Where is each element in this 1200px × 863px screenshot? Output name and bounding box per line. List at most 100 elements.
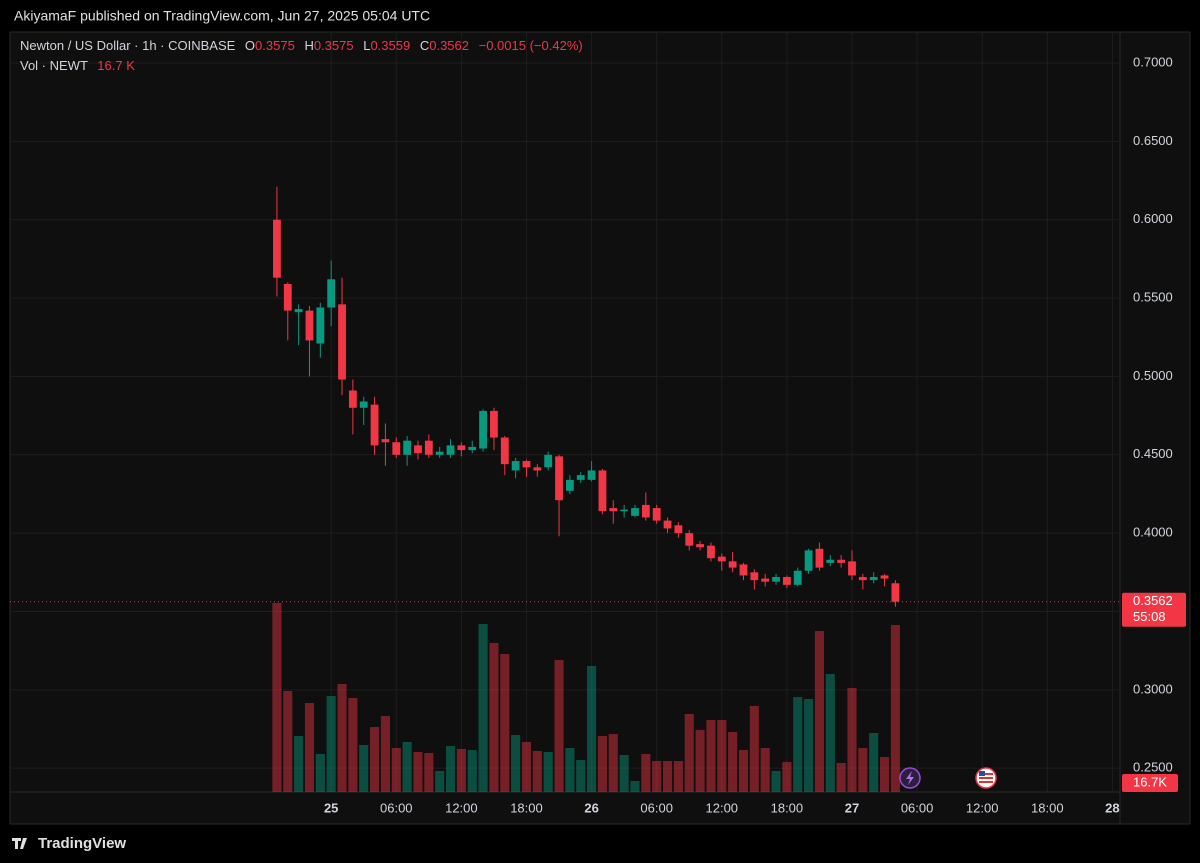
- candle-body: [685, 533, 694, 546]
- candle-body: [707, 545, 715, 559]
- candle-body: [403, 440, 412, 455]
- chart-panel: [9, 31, 1191, 825]
- volume-bar: [673, 761, 683, 792]
- y-tick-label: 0.5000: [1133, 368, 1173, 383]
- volume-bar: [500, 654, 510, 792]
- candle-body: [565, 479, 574, 491]
- candle-body: [815, 548, 824, 568]
- candle-body: [674, 525, 683, 534]
- high-label: H: [304, 38, 313, 53]
- volume-bar: [489, 643, 499, 792]
- volume-bar: [294, 736, 304, 792]
- volume-bar: [782, 762, 792, 792]
- candle-body: [348, 390, 357, 408]
- candle-body: [555, 456, 563, 501]
- volume-bar: [630, 781, 640, 792]
- candle-body: [641, 504, 650, 518]
- candle-body: [728, 561, 737, 568]
- last-volume-label: 16.7K: [1133, 774, 1167, 789]
- change: −0.0015 (−0.42%): [479, 38, 583, 53]
- title: Newton / US Dollar · 1h · COINBASE: [20, 38, 236, 53]
- volume-bar: [554, 660, 564, 792]
- volume-bar: [337, 684, 347, 792]
- x-tick-label: 25: [324, 800, 338, 815]
- volume-bar: [304, 703, 315, 792]
- candle-body: [837, 559, 846, 563]
- volume-bar: [814, 631, 824, 792]
- lightning-icon[interactable]: [899, 767, 921, 789]
- candle-body: [522, 461, 531, 468]
- volume-bar: [858, 748, 868, 792]
- x-tick-label: 06:00: [380, 800, 413, 815]
- candle-body: [533, 467, 542, 471]
- volume-bar: [587, 666, 597, 792]
- candle-body: [848, 561, 856, 576]
- volume-bar: [771, 771, 781, 792]
- close-label: C: [420, 38, 429, 53]
- volume-bar: [435, 771, 445, 792]
- logo: TradingView: [12, 835, 126, 852]
- volume-bar: [652, 761, 662, 792]
- volume-bar: [597, 736, 607, 792]
- candle-body: [468, 446, 477, 451]
- y-tick-label: 0.7000: [1133, 54, 1173, 69]
- candle-body: [826, 559, 835, 563]
- volume-bar: [576, 760, 586, 792]
- x-tick-label: 06:00: [901, 800, 934, 815]
- candle-body: [858, 577, 867, 581]
- candle-body: [598, 470, 607, 512]
- volume-title: Vol · NEWT: [20, 58, 88, 73]
- candle-body: [761, 578, 770, 582]
- x-tick-label: 27: [845, 800, 859, 815]
- y-tick-label: 0.6500: [1133, 133, 1173, 148]
- x-tick-label: 12:00: [966, 800, 999, 815]
- countdown: 55:08: [1133, 609, 1166, 624]
- volume-legend: Vol · NEWT 16.7 K: [20, 58, 135, 73]
- candle-body: [663, 520, 672, 529]
- flag-icon[interactable]: [975, 767, 997, 789]
- candle-body: [782, 577, 791, 585]
- candle-body: [370, 404, 379, 446]
- volume-bar: [359, 745, 369, 792]
- close-value: 0.3562: [429, 38, 469, 53]
- candle-body: [544, 454, 553, 468]
- volume-bar: [326, 696, 336, 792]
- volume-bar: [478, 624, 488, 792]
- header: AkiyamaF published on TradingView.com, J…: [14, 8, 430, 24]
- candle-body: [739, 564, 748, 576]
- candle-body: [446, 445, 455, 455]
- volume-bar: [738, 750, 749, 792]
- open-label: O: [245, 38, 255, 53]
- candle-body: [793, 570, 802, 585]
- candle-body: [294, 309, 303, 313]
- x-tick-label: 12:00: [445, 800, 478, 815]
- candle-body: [359, 401, 368, 408]
- volume-bar: [565, 748, 575, 792]
- candle-body: [273, 219, 281, 278]
- last-volume-box: [1122, 774, 1178, 792]
- y-tick-label: 0.4500: [1133, 446, 1173, 461]
- y-tick-label: 0.4000: [1133, 525, 1173, 540]
- volume-bar: [717, 720, 727, 792]
- candle-body: [414, 445, 422, 454]
- candle-body: [717, 556, 726, 562]
- volume-bar: [793, 697, 803, 792]
- candle-body: [392, 442, 401, 455]
- volume-bar: [847, 688, 857, 792]
- volume-bar: [869, 733, 879, 792]
- volume-bar: [283, 691, 293, 792]
- candle-body: [620, 509, 629, 512]
- volume-bar: [521, 742, 532, 792]
- candle-body: [750, 572, 759, 581]
- volume-bar: [445, 746, 456, 792]
- candle-body: [435, 451, 444, 455]
- candle-body: [587, 470, 596, 480]
- volume-bar: [760, 748, 770, 792]
- volume-bar: [543, 752, 553, 792]
- volume-bar: [467, 750, 477, 792]
- volume-bar: [662, 761, 673, 792]
- candle-body: [500, 437, 509, 465]
- candle-body: [479, 410, 487, 449]
- x-tick-label: 12:00: [706, 800, 739, 815]
